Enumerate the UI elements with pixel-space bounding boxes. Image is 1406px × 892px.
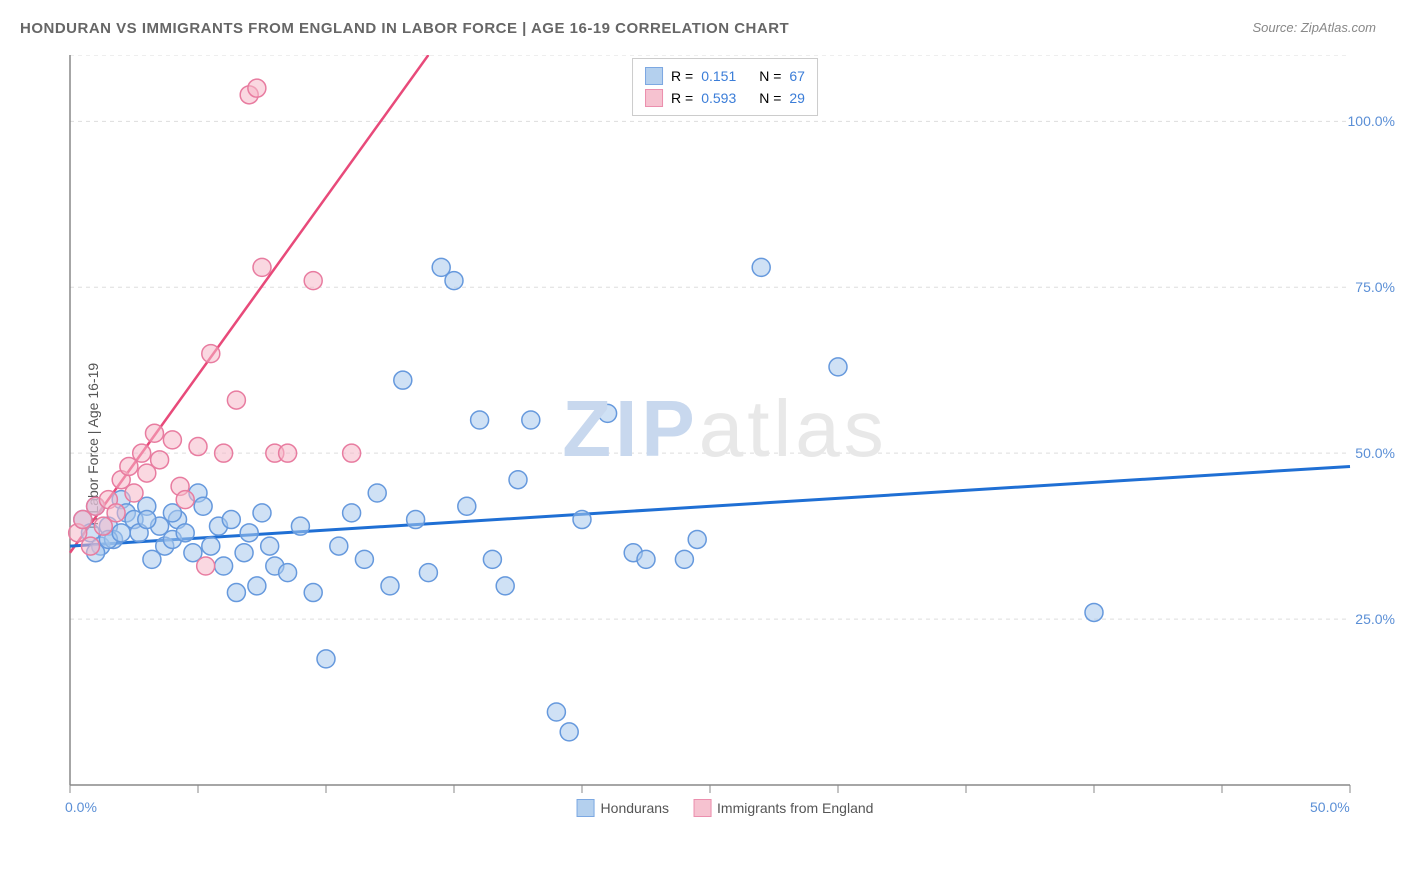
x-tick-label: 50.0% — [1310, 799, 1350, 815]
n-label-1: N = — [759, 68, 781, 84]
swatch-england-icon — [693, 799, 711, 817]
chart-container: HONDURAN VS IMMIGRANTS FROM ENGLAND IN L… — [0, 0, 1406, 892]
y-tick-label: 75.0% — [1355, 279, 1395, 295]
legend-row-1: R = 0.151 N = 67 — [645, 65, 805, 87]
r-value-1: 0.151 — [701, 68, 751, 84]
swatch-series2-icon — [645, 89, 663, 107]
correlation-legend: R = 0.151 N = 67 R = 0.593 N = 29 — [632, 58, 818, 116]
plot-svg — [60, 55, 1390, 835]
swatch-hondurans-icon — [577, 799, 595, 817]
series-legend: Hondurans Immigrants from England — [577, 799, 874, 817]
r-value-2: 0.593 — [701, 90, 751, 106]
legend-item-2: Immigrants from England — [693, 799, 873, 817]
n-value-1: 67 — [789, 68, 805, 84]
y-tick-label: 100.0% — [1348, 113, 1395, 129]
legend-row-2: R = 0.593 N = 29 — [645, 87, 805, 109]
n-label-2: N = — [759, 90, 781, 106]
series1-label: Hondurans — [601, 800, 670, 816]
x-tick-label: 0.0% — [65, 799, 97, 815]
y-tick-label: 50.0% — [1355, 445, 1395, 461]
series2-label: Immigrants from England — [717, 800, 873, 816]
swatch-series1-icon — [645, 67, 663, 85]
chart-title: HONDURAN VS IMMIGRANTS FROM ENGLAND IN L… — [20, 20, 789, 37]
chart-area: ZIPatlas R = 0.151 N = 67 R = 0.593 N = … — [60, 55, 1390, 835]
r-label-2: R = — [671, 90, 693, 106]
source-text: Source: ZipAtlas.com — [1252, 20, 1376, 35]
r-label-1: R = — [671, 68, 693, 84]
legend-item-1: Hondurans — [577, 799, 670, 817]
y-tick-label: 25.0% — [1355, 611, 1395, 627]
n-value-2: 29 — [789, 90, 805, 106]
